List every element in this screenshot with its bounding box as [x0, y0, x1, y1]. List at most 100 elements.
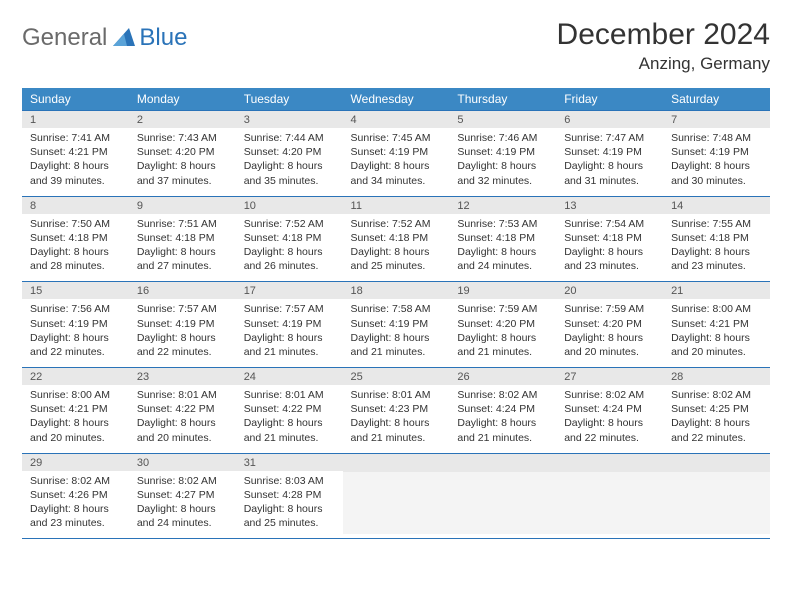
day-number: 31 [236, 454, 343, 471]
day-number: 8 [22, 197, 129, 214]
weekday-header: Monday [129, 88, 236, 111]
calendar-body: 1Sunrise: 7:41 AMSunset: 4:21 PMDaylight… [22, 111, 770, 539]
sunrise-line: Sunrise: 8:00 AM [671, 302, 762, 316]
day-body-empty [449, 472, 556, 534]
week-row: 22Sunrise: 8:00 AMSunset: 4:21 PMDayligh… [22, 368, 770, 454]
day-body: Sunrise: 7:44 AMSunset: 4:20 PMDaylight:… [236, 128, 343, 196]
sunset-line: Sunset: 4:23 PM [351, 402, 442, 416]
day-body: Sunrise: 8:01 AMSunset: 4:23 PMDaylight:… [343, 385, 450, 453]
day-body: Sunrise: 7:50 AMSunset: 4:18 PMDaylight:… [22, 214, 129, 282]
daylight-line: Daylight: 8 hours and 39 minutes. [30, 159, 121, 187]
sunset-line: Sunset: 4:21 PM [671, 317, 762, 331]
month-title: December 2024 [557, 18, 770, 52]
daylight-line: Daylight: 8 hours and 21 minutes. [351, 331, 442, 359]
day-cell: 23Sunrise: 8:01 AMSunset: 4:22 PMDayligh… [129, 368, 236, 454]
day-cell: 9Sunrise: 7:51 AMSunset: 4:18 PMDaylight… [129, 196, 236, 282]
sunset-line: Sunset: 4:19 PM [351, 317, 442, 331]
sunrise-line: Sunrise: 8:01 AM [351, 388, 442, 402]
sunset-line: Sunset: 4:20 PM [564, 317, 655, 331]
day-body: Sunrise: 7:57 AMSunset: 4:19 PMDaylight:… [236, 299, 343, 367]
day-cell: 11Sunrise: 7:52 AMSunset: 4:18 PMDayligh… [343, 196, 450, 282]
day-body: Sunrise: 7:43 AMSunset: 4:20 PMDaylight:… [129, 128, 236, 196]
day-number: 7 [663, 111, 770, 128]
sunrise-line: Sunrise: 7:55 AM [671, 217, 762, 231]
day-body: Sunrise: 7:56 AMSunset: 4:19 PMDaylight:… [22, 299, 129, 367]
week-row: 29 Sunrise: 8:02 AM Sunset: 4:26 PM Dayligh… [22, 453, 770, 539]
sunrise-line: Sunrise: 8:02 AM [137, 474, 228, 488]
daylight-line: Daylight: 8 hours and 22 minutes. [564, 416, 655, 444]
weekday-header: Friday [556, 88, 663, 111]
day-number: 1 [22, 111, 129, 128]
daylight-line: Daylight: 8 hours and 25 minutes. [351, 245, 442, 273]
weekday-header: Sunday [22, 88, 129, 111]
daylight-line: Daylight: 8 hours and 37 minutes. [137, 159, 228, 187]
daylight-line: Daylight: 8 hours and 24 minutes. [137, 502, 228, 530]
logo: General Blue [22, 24, 187, 52]
sunrise-line: Sunrise: 7:44 AM [244, 131, 335, 145]
sunset-line: Sunset: 4:26 PM [30, 488, 121, 502]
day-body: Sunrise: 7:52 AMSunset: 4:18 PMDaylight:… [343, 214, 450, 282]
sunrise-line: Sunrise: 8:02 AM [564, 388, 655, 402]
day-cell: 22Sunrise: 8:00 AMSunset: 4:21 PMDayligh… [22, 368, 129, 454]
daylight-line: Daylight: 8 hours and 34 minutes. [351, 159, 442, 187]
sunset-line: Sunset: 4:24 PM [457, 402, 548, 416]
daylight-line: Daylight: 8 hours and 31 minutes. [564, 159, 655, 187]
day-body: Sunrise: 7:48 AMSunset: 4:19 PMDaylight:… [663, 128, 770, 196]
day-cell: 29Sunrise: 8:02 AMSunset: 4:26 PMDayligh… [22, 453, 129, 539]
sunset-line: Sunset: 4:22 PM [244, 402, 335, 416]
sunrise-line: Sunrise: 7:54 AM [564, 217, 655, 231]
sunset-line: Sunset: 4:18 PM [30, 231, 121, 245]
day-body: Sunrise: 8:01 AMSunset: 4:22 PMDaylight:… [129, 385, 236, 453]
day-body: Sunrise: 8:02 AMSunset: 4:25 PMDaylight:… [663, 385, 770, 453]
day-body: Sunrise: 8:02 AMSunset: 4:24 PMDaylight:… [556, 385, 663, 453]
logo-text-general: General [22, 24, 107, 52]
day-body: Sunrise: 7:41 AMSunset: 4:21 PMDaylight:… [22, 128, 129, 196]
sunrise-line: Sunrise: 7:47 AM [564, 131, 655, 145]
sunset-line: Sunset: 4:19 PM [351, 145, 442, 159]
day-cell: 24Sunrise: 8:01 AMSunset: 4:22 PMDayligh… [236, 368, 343, 454]
sunrise-line: Sunrise: 8:02 AM [671, 388, 762, 402]
sunrise-line: Sunrise: 7:52 AM [351, 217, 442, 231]
day-body: Sunrise: 8:00 AMSunset: 4:21 PMDaylight:… [663, 299, 770, 367]
sunset-line: Sunset: 4:21 PM [30, 145, 121, 159]
day-number: 28 [663, 368, 770, 385]
day-cell: 6Sunrise: 7:47 AMSunset: 4:19 PMDaylight… [556, 111, 663, 197]
day-cell: 2Sunrise: 7:43 AMSunset: 4:20 PMDaylight… [129, 111, 236, 197]
day-number-empty [449, 454, 556, 472]
triangle-icon [113, 28, 135, 49]
sunrise-line: Sunrise: 7:59 AM [457, 302, 548, 316]
sunrise-line: Sunrise: 8:00 AM [30, 388, 121, 402]
title-block: December 2024 Anzing, Germany [557, 18, 770, 74]
day-number: 16 [129, 282, 236, 299]
day-body: Sunrise: 7:46 AMSunset: 4:19 PMDaylight:… [449, 128, 556, 196]
day-body: Sunrise: 7:57 AMSunset: 4:19 PMDaylight:… [129, 299, 236, 367]
sunset-line: Sunset: 4:19 PM [137, 317, 228, 331]
daylight-line: Daylight: 8 hours and 21 minutes. [457, 416, 548, 444]
sunrise-line: Sunrise: 7:45 AM [351, 131, 442, 145]
sunrise-line: Sunrise: 7:52 AM [244, 217, 335, 231]
day-cell: 15Sunrise: 7:56 AMSunset: 4:19 PMDayligh… [22, 282, 129, 368]
day-cell: 16Sunrise: 7:57 AMSunset: 4:19 PMDayligh… [129, 282, 236, 368]
sunrise-line: Sunrise: 7:57 AM [244, 302, 335, 316]
day-number: 29 [22, 454, 129, 471]
sunrise-line: Sunrise: 7:56 AM [30, 302, 121, 316]
day-body: Sunrise: 7:52 AMSunset: 4:18 PMDaylight:… [236, 214, 343, 282]
daylight-line: Daylight: 8 hours and 22 minutes. [671, 416, 762, 444]
day-body: Sunrise: 8:02 AMSunset: 4:24 PMDaylight:… [449, 385, 556, 453]
day-cell [663, 453, 770, 539]
sunset-line: Sunset: 4:19 PM [564, 145, 655, 159]
day-number-empty [663, 454, 770, 472]
day-cell: 7Sunrise: 7:48 AMSunset: 4:19 PMDaylight… [663, 111, 770, 197]
day-body: Sunrise: 7:51 AMSunset: 4:18 PMDaylight:… [129, 214, 236, 282]
day-number: 17 [236, 282, 343, 299]
sunrise-line: Sunrise: 8:03 AM [244, 474, 335, 488]
day-number: 14 [663, 197, 770, 214]
sunset-line: Sunset: 4:24 PM [564, 402, 655, 416]
sunset-line: Sunset: 4:19 PM [30, 317, 121, 331]
sunrise-line: Sunrise: 7:41 AM [30, 131, 121, 145]
day-number: 10 [236, 197, 343, 214]
day-cell: 3Sunrise: 7:44 AMSunset: 4:20 PMDaylight… [236, 111, 343, 197]
daylight-line: Daylight: 8 hours and 21 minutes. [457, 331, 548, 359]
day-number: 9 [129, 197, 236, 214]
daylight-line: Daylight: 8 hours and 20 minutes. [564, 331, 655, 359]
